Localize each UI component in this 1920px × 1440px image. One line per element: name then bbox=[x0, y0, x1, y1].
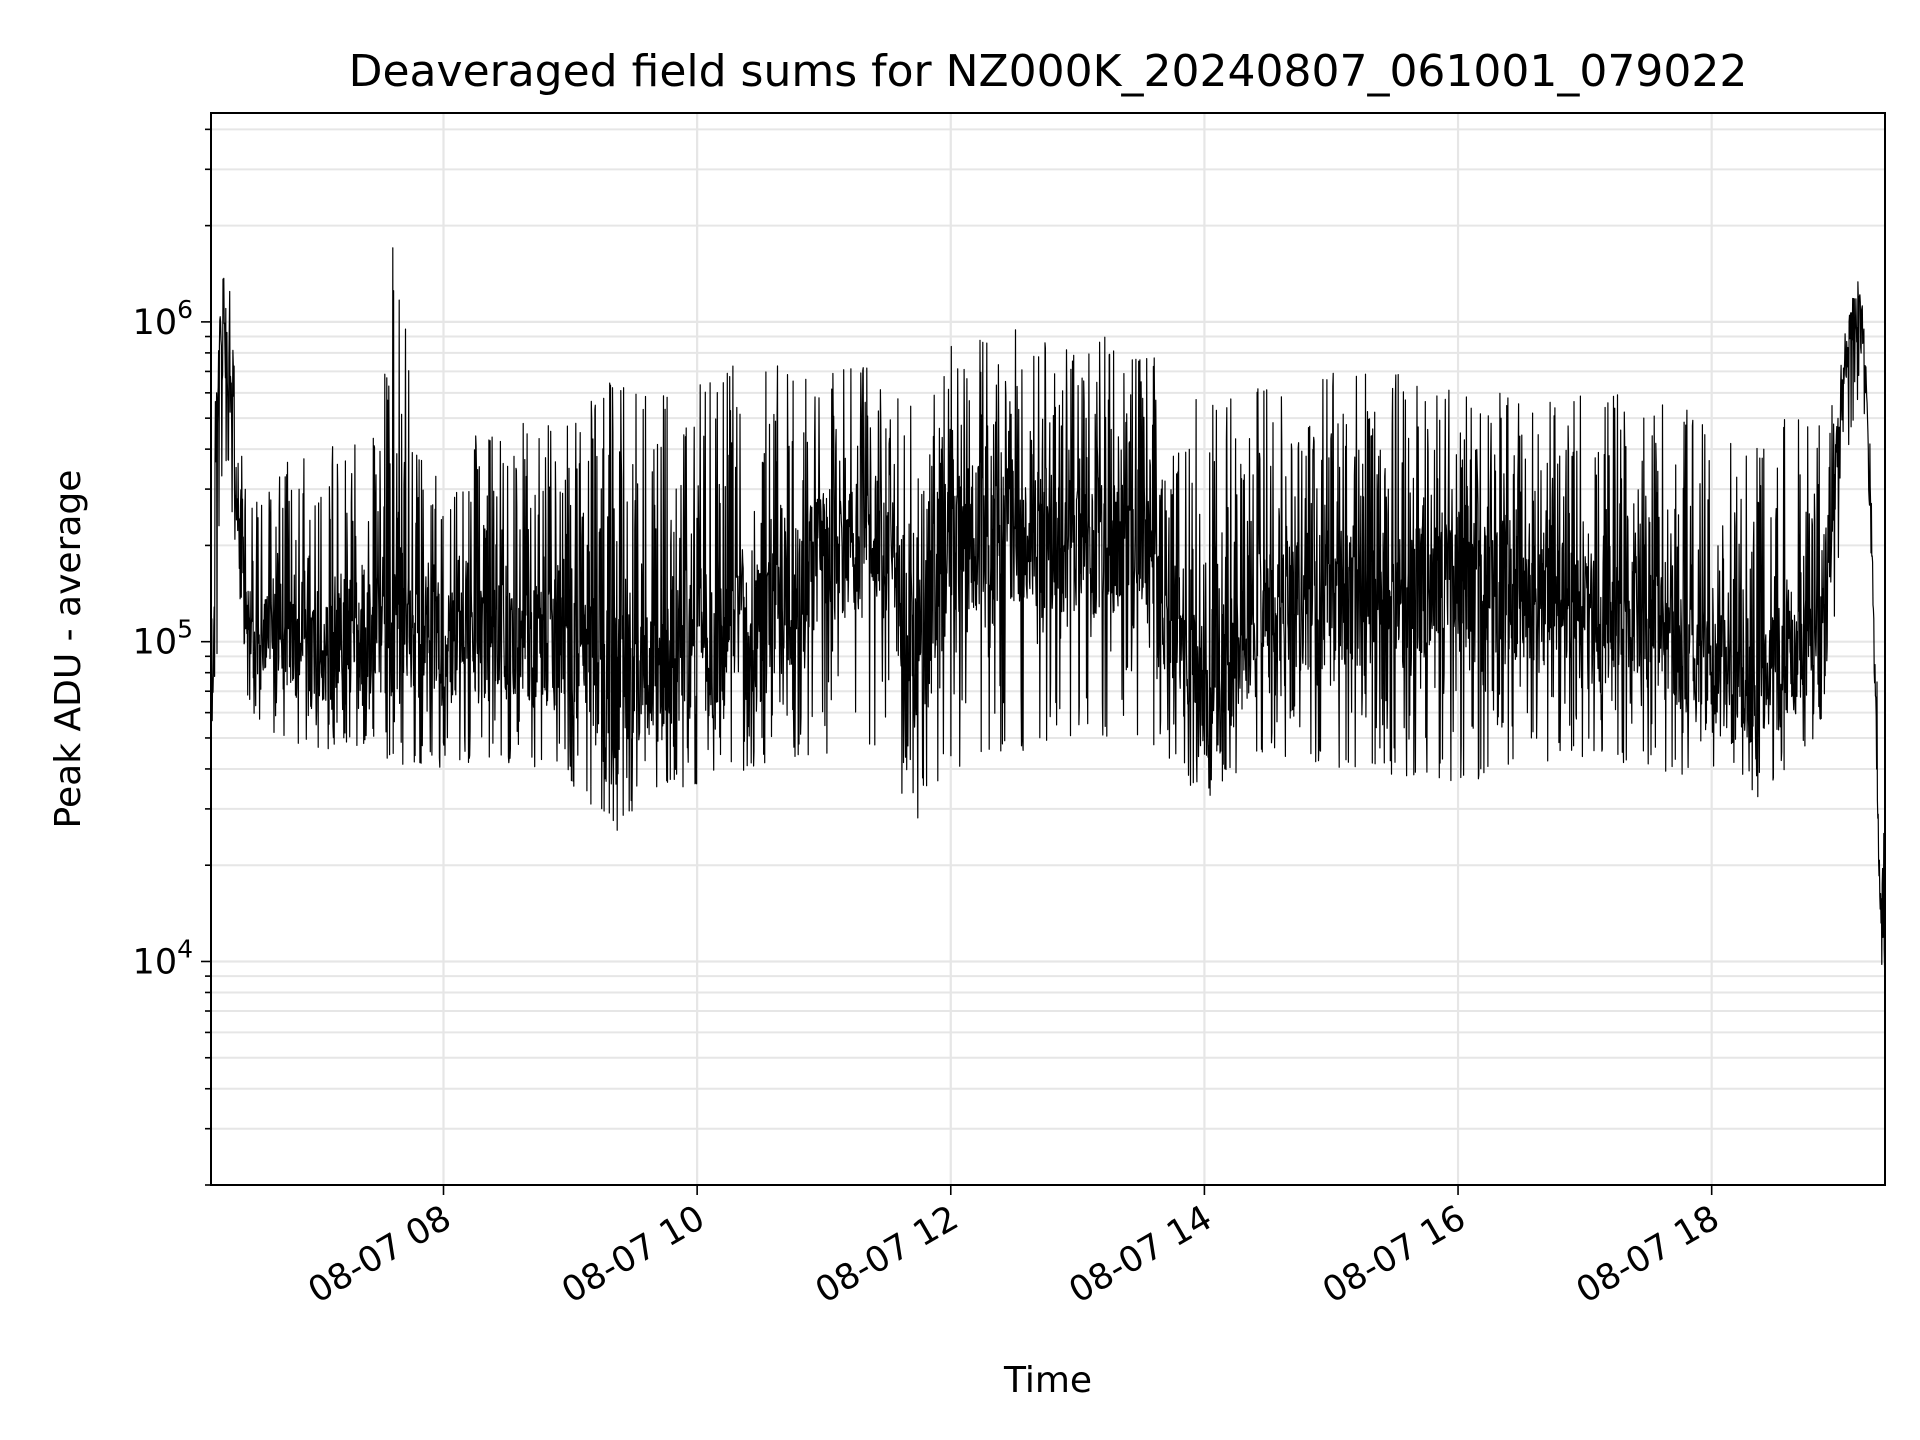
y-tick-base: 10 bbox=[133, 942, 178, 982]
y-tick-label: 106 bbox=[133, 295, 193, 343]
y-tick-label: 105 bbox=[133, 615, 193, 663]
grid bbox=[211, 113, 1885, 1186]
plot-area bbox=[210, 112, 1886, 1186]
y-tick-base: 10 bbox=[133, 623, 178, 663]
chart-title: Deaveraged field sums for NZ000K_2024080… bbox=[349, 46, 1748, 97]
y-tick-exponent: 5 bbox=[177, 615, 193, 644]
series-line bbox=[211, 247, 1885, 970]
x-axis-label: Time bbox=[1003, 1360, 1092, 1401]
y-tick-label: 104 bbox=[133, 934, 193, 982]
y-axis-label: Peak ADU - average bbox=[48, 470, 89, 829]
y-tick-exponent: 4 bbox=[177, 934, 193, 963]
y-tick-base: 10 bbox=[133, 303, 178, 343]
y-tick-exponent: 6 bbox=[177, 295, 193, 324]
